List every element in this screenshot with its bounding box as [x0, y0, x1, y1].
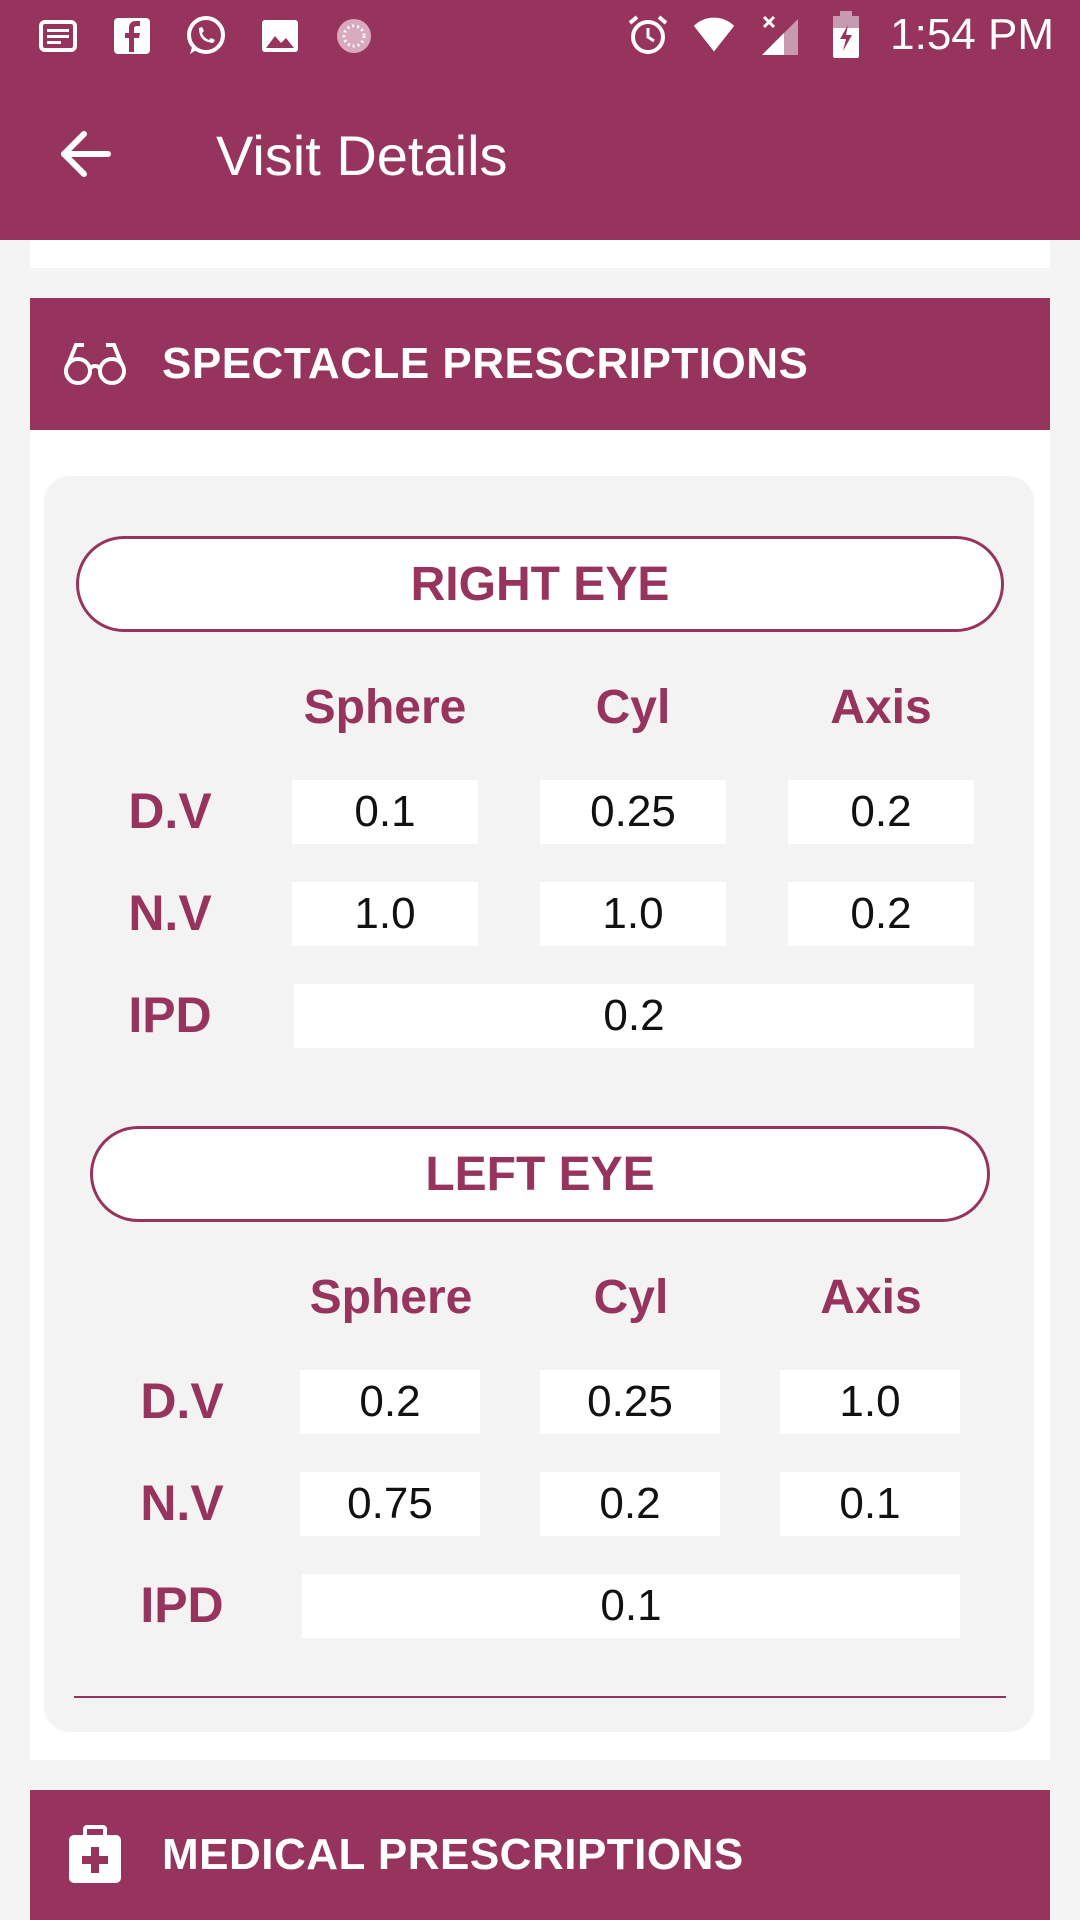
right-eye-ipd-label: IPD — [128, 987, 212, 1043]
left-eye-ipd-value: 0.1 — [302, 1574, 960, 1638]
battery-icon — [824, 11, 868, 58]
alarm-icon — [626, 13, 670, 57]
left-eye-nv-axis: 0.1 — [780, 1472, 960, 1536]
right-eye-dv-sphere: 0.1 — [292, 780, 478, 844]
clock: 1:54 PM — [890, 10, 1054, 59]
section-divider — [74, 1696, 1006, 1698]
prescription-panel — [44, 476, 1034, 1732]
right-eye-nv-axis: 0.2 — [788, 882, 974, 946]
right-eye-axis-header: Axis — [830, 681, 932, 734]
left-eye-ipd-label: IPD — [140, 1577, 224, 1633]
loading-icon — [332, 14, 376, 58]
right-eye-nv-cyl: 1.0 — [540, 882, 726, 946]
left-eye-dv-cyl: 0.25 — [540, 1370, 720, 1434]
spectacle-prescriptions-header[interactable]: SPECTACLE PRESCRIPTIONS — [30, 298, 1050, 430]
right-eye-cyl-header: Cyl — [595, 681, 671, 734]
facebook-icon — [110, 14, 154, 58]
right-eye-title: RIGHT EYE — [76, 536, 1004, 632]
right-eye-sphere-header: Sphere — [303, 681, 467, 734]
wifi-icon — [692, 13, 736, 57]
image-icon — [258, 14, 302, 58]
app-bar: Visit Details — [0, 72, 1080, 240]
left-eye-cyl-header: Cyl — [593, 1271, 669, 1324]
section-title: SPECTACLE PRESCRIPTIONS — [162, 339, 809, 388]
left-eye-axis-header: Axis — [820, 1271, 922, 1324]
left-eye-dv-axis: 1.0 — [780, 1370, 960, 1434]
news-icon — [36, 14, 80, 58]
left-eye-nv-sphere: 0.75 — [300, 1472, 480, 1536]
status-bar: 1:54 PM — [0, 0, 1080, 72]
signal-icon — [758, 13, 802, 57]
left-eye-nv-label: N.V — [140, 1475, 224, 1531]
right-eye-nv-sphere: 1.0 — [292, 882, 478, 946]
arrow-left-icon — [61, 131, 111, 177]
whatsapp-icon — [184, 14, 228, 58]
previous-card-edge — [30, 240, 1050, 268]
left-eye-title: LEFT EYE — [90, 1126, 990, 1222]
section-title: MEDICAL PRESCRIPTIONS — [162, 1830, 744, 1879]
medical-bag-icon — [60, 1820, 130, 1890]
left-eye-dv-label: D.V — [140, 1373, 224, 1429]
right-eye-dv-cyl: 0.25 — [540, 780, 726, 844]
medical-prescriptions-header[interactable]: MEDICAL PRESCRIPTIONS — [30, 1790, 1050, 1920]
back-button[interactable] — [56, 124, 116, 184]
left-eye-dv-sphere: 0.2 — [300, 1370, 480, 1434]
left-eye-sphere-header: Sphere — [309, 1271, 473, 1324]
left-eye-nv-cyl: 0.2 — [540, 1472, 720, 1536]
right-eye-dv-label: D.V — [128, 783, 212, 839]
right-eye-nv-label: N.V — [128, 885, 212, 941]
page-title: Visit Details — [216, 124, 508, 187]
right-eye-ipd-value: 0.2 — [294, 984, 974, 1048]
right-eye-dv-axis: 0.2 — [788, 780, 974, 844]
glasses-icon — [60, 329, 130, 399]
